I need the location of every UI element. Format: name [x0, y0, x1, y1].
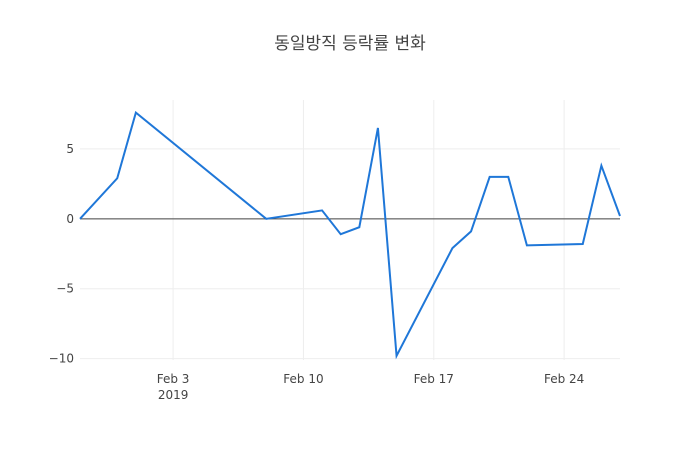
y-tick-label: 5 [66, 142, 74, 156]
x-tick-label: Feb 10 [283, 372, 323, 386]
x-tick-label: Feb 3 2019 [157, 372, 190, 402]
chart-title: 동일방직 등락률 변화 [274, 34, 426, 54]
x-tick-label: Feb 17 [414, 372, 454, 386]
x-tick-label: Feb 24 [544, 372, 584, 386]
y-tick-label: 0 [66, 212, 74, 226]
line-series [79, 110, 621, 360]
y-tick-label: −10 [49, 352, 74, 366]
y-tick-label: −5 [56, 282, 74, 296]
